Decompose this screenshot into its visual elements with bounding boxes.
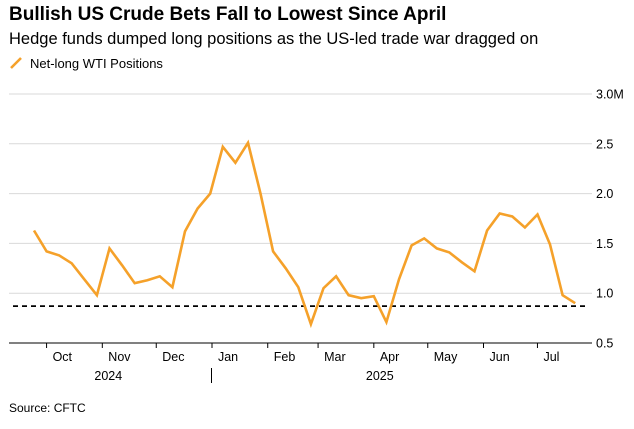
year-label: 2024: [94, 369, 122, 383]
x-tick-label: Apr: [380, 350, 399, 364]
x-tick-label: Jul: [543, 350, 559, 364]
chart-title: Bullish US Crude Bets Fall to Lowest Sin…: [9, 4, 447, 25]
y-tick-label: 2.5: [596, 137, 613, 151]
year-label: 2025: [366, 369, 394, 383]
x-tick-label: Oct: [53, 350, 73, 364]
y-tick-label: 2.0: [596, 187, 613, 201]
chart-subtitle: Hedge funds dumped long positions as the…: [9, 30, 539, 48]
x-tick-label: Nov: [108, 350, 131, 364]
x-tick-label: Feb: [274, 350, 296, 364]
source-note: Source: CFTC: [9, 401, 86, 415]
gridlines: [9, 93, 592, 294]
series-line: [32, 139, 576, 329]
y-axis-tick-labels: 3.0M 2.5 2.0 1.5 1.0 0.5: [596, 88, 624, 351]
x-tick-label: Jan: [218, 350, 238, 364]
y-tick-label: 1.5: [596, 237, 613, 251]
legend: Net-long WTI Positions: [9, 53, 163, 73]
y-tick-label: 0.5: [596, 337, 613, 351]
y-tick-label: 3.0M: [596, 88, 624, 102]
x-tick-label: Mar: [324, 350, 346, 364]
x-axis: [9, 342, 592, 383]
y-tick-label: 1.0: [596, 287, 613, 301]
legend-label: Net-long WTI Positions: [30, 55, 163, 71]
x-axis-tick-labels: Oct Nov Dec Jan Feb Mar Apr May Jun Jul 2024 2025: [53, 350, 560, 383]
series-layer: [32, 139, 576, 329]
x-tick-label: May: [434, 350, 458, 364]
x-tick-label: Jun: [490, 350, 510, 364]
legend-line-swatch: [9, 56, 23, 70]
x-tick-label: Dec: [162, 350, 184, 364]
